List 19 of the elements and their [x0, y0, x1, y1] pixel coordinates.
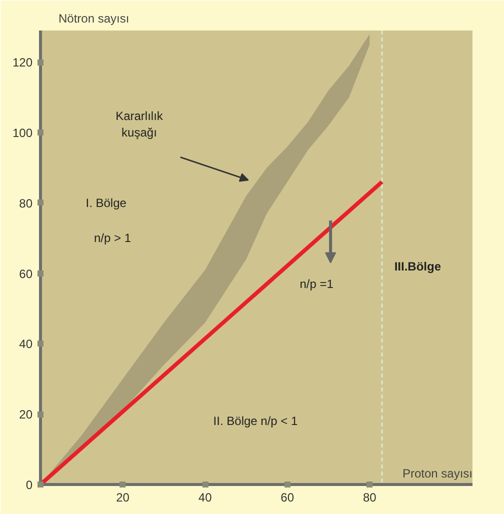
- x-tick-label: 20: [116, 490, 130, 504]
- x-tick-label: 60: [280, 490, 294, 504]
- x-axis-title: Proton sayısı: [402, 466, 472, 480]
- annotation: Kararlılık kuşağı: [116, 108, 164, 140]
- y-axis-title: Nötron sayısı: [58, 12, 130, 26]
- y-tick-label: 40: [19, 337, 33, 352]
- x-tick-label: 40: [198, 490, 212, 504]
- y-tick-label: 20: [19, 408, 33, 422]
- x-tick-label: 80: [362, 490, 377, 504]
- annotation: III.Bölge: [394, 259, 442, 274]
- annotation: n/p > 1: [94, 231, 132, 246]
- y-tick-label: 100: [12, 126, 33, 140]
- annotation: n/p =1: [300, 276, 334, 291]
- annotation: II. Bölge n/p < 1: [213, 414, 298, 428]
- y-tick-label: 80: [19, 196, 33, 210]
- y-tick-label: 0: [26, 478, 33, 492]
- y-tick-label: 60: [19, 266, 33, 281]
- annotation: I. Bölge: [86, 196, 127, 210]
- y-tick-label: 120: [12, 56, 33, 70]
